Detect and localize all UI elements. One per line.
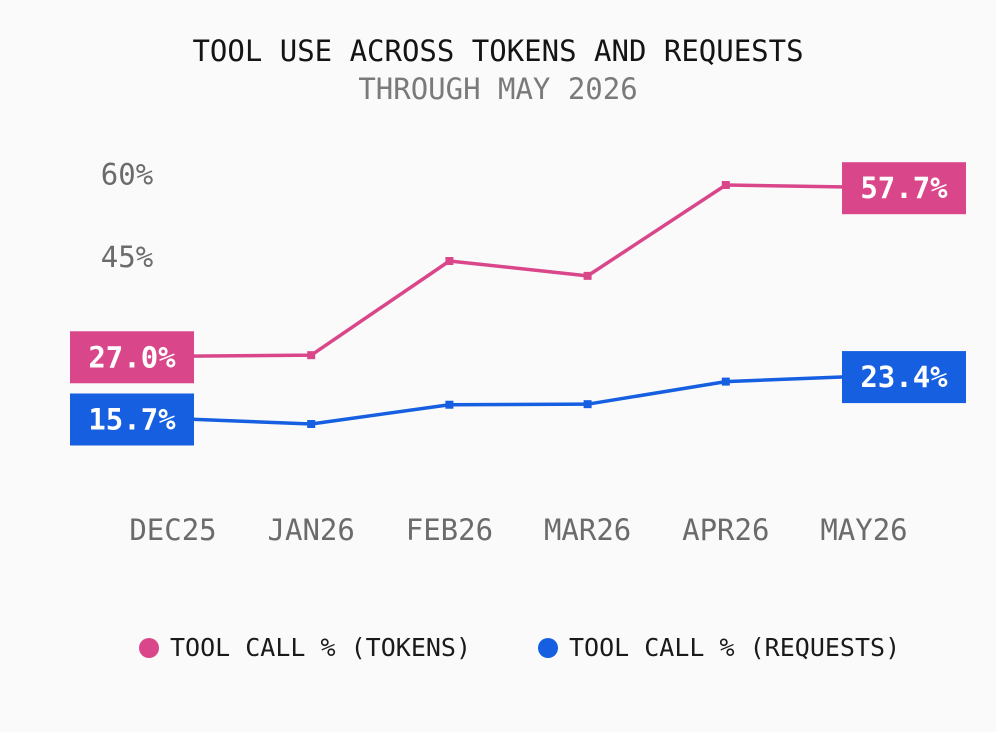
y-tick-label: 45% <box>101 240 153 274</box>
y-axis-ticks: 45% 60% <box>101 158 153 275</box>
series-lines <box>171 181 866 428</box>
data-point <box>583 400 592 409</box>
data-point <box>721 181 730 189</box>
data-point <box>583 271 592 280</box>
chart-title: TOOL USE ACROSS TOKENS AND REQUESTS <box>192 34 803 68</box>
x-tick-label: MAR26 <box>544 513 631 547</box>
y-tick-label: 60% <box>101 158 153 192</box>
legend: TOOL CALL % (TOKENS) TOOL CALL % (REQUEST… <box>139 633 900 662</box>
data-point <box>445 400 454 409</box>
x-tick-label: DEC25 <box>129 513 216 547</box>
legend-marker <box>538 638 558 658</box>
x-tick-label: MAY26 <box>820 513 907 547</box>
end-value-label: 23.4% <box>860 360 948 394</box>
series-line <box>171 183 866 359</box>
start-value-label: 15.7% <box>88 402 176 436</box>
data-point <box>307 420 316 428</box>
series-line <box>171 374 866 426</box>
end-value-box <box>842 162 966 215</box>
start-value-box <box>70 331 194 384</box>
data-point <box>445 256 454 265</box>
end-value-box <box>842 351 966 404</box>
start-value-label: 27.0% <box>88 340 176 374</box>
x-tick-label: FEB26 <box>406 513 493 547</box>
legend-label: TOOL CALL % (TOKENS) <box>170 633 471 662</box>
data-point <box>721 377 730 386</box>
x-tick-label: APR26 <box>682 513 769 547</box>
x-axis-ticks: DEC25 JAN26 FEB26 MAR26 APR26 MAY26 <box>129 513 907 547</box>
start-value-box <box>70 393 194 446</box>
legend-marker <box>139 638 159 658</box>
series-end-labels: 27.0% 57.7% 15.7% 23.4% <box>70 162 966 446</box>
chart-subtitle: THROUGH MAY 2026 <box>358 72 637 106</box>
legend-label: TOOL CALL % (REQUESTS) <box>569 633 900 662</box>
end-value-label: 57.7% <box>860 171 948 205</box>
x-tick-label: JAN26 <box>268 513 355 547</box>
data-point <box>307 351 316 360</box>
